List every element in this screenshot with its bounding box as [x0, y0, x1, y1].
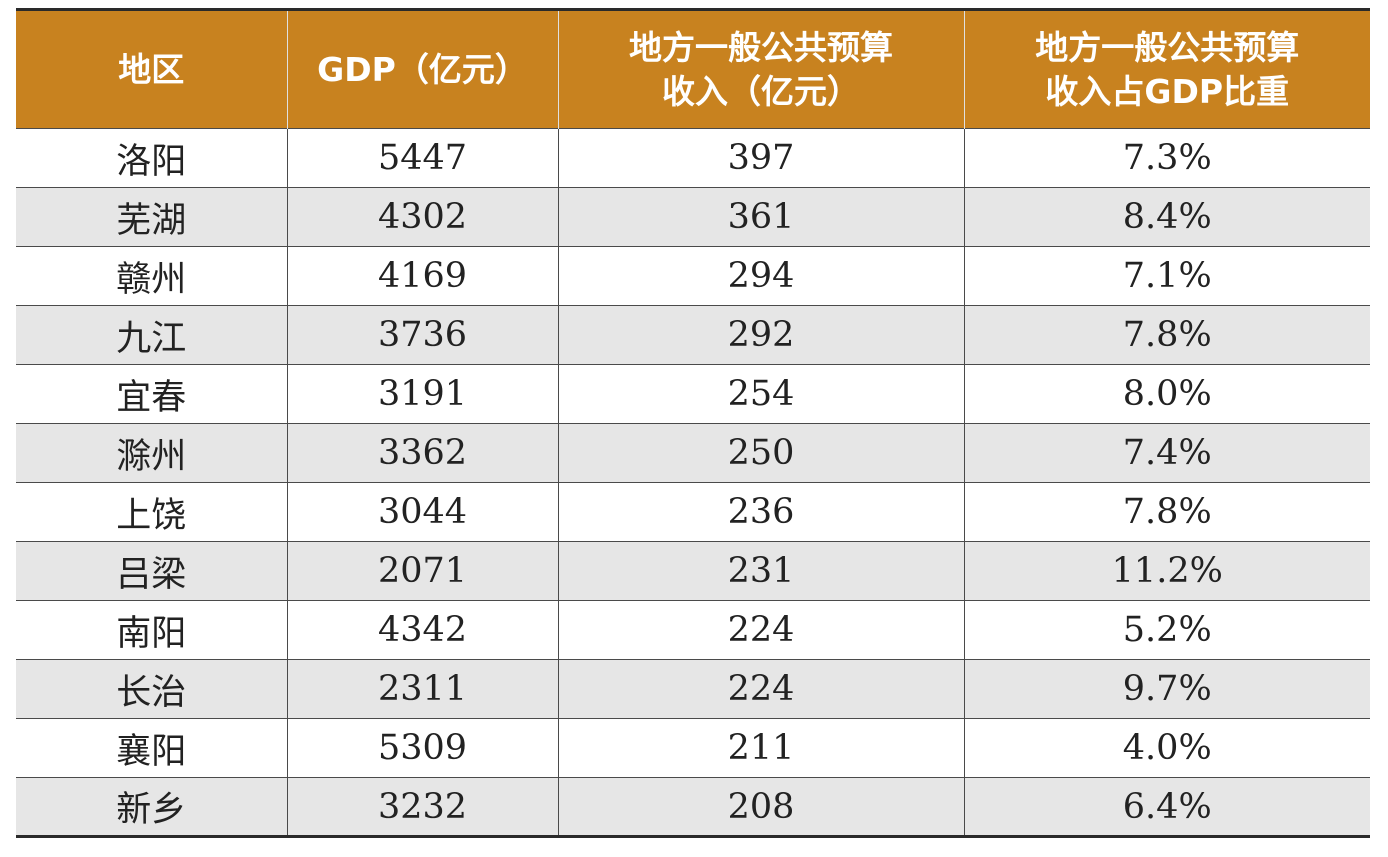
cell-budget-revenue: 361 — [557, 187, 964, 247]
cell-revenue-ratio: 7.8% — [963, 305, 1370, 365]
cell-budget-revenue: 231 — [557, 541, 964, 601]
cell-region: 洛阳 — [16, 128, 287, 188]
cell-gdp: 4169 — [286, 246, 558, 306]
table-row: 赣州 4169 294 7.1% — [16, 246, 1370, 306]
table-row: 宜春 3191 254 8.0% — [16, 364, 1370, 424]
cell-gdp: 5309 — [286, 718, 558, 778]
header-text-line: 收入（亿元） — [662, 71, 860, 111]
header-revenue-ratio: 地方一般公共预算 收入占GDP比重 — [963, 8, 1370, 129]
cell-budget-revenue: 397 — [557, 128, 964, 188]
cell-gdp: 2311 — [286, 659, 558, 719]
table-row: 新乡 3232 208 6.4% — [16, 777, 1370, 838]
cell-gdp: 3191 — [286, 364, 558, 424]
cell-revenue-ratio: 7.3% — [963, 128, 1370, 188]
cell-revenue-ratio: 8.4% — [963, 187, 1370, 247]
cell-gdp: 3736 — [286, 305, 558, 365]
cell-budget-revenue: 236 — [557, 482, 964, 542]
cell-region: 上饶 — [16, 482, 287, 542]
table-header: 地区 GDP（亿元） 地方一般公共预算 收入（亿元） 地方一般公共预算 收入占GDP比重 — [16, 8, 1370, 129]
cell-region: 襄阳 — [16, 718, 287, 778]
header-text-line: 地方一般公共预算 — [629, 27, 893, 67]
header-region: 地区 — [16, 8, 287, 129]
cell-revenue-ratio: 6.4% — [963, 777, 1370, 838]
cell-gdp: 3232 — [286, 777, 558, 838]
cell-region: 新乡 — [16, 777, 287, 838]
cell-budget-revenue: 211 — [557, 718, 964, 778]
cell-budget-revenue: 250 — [557, 423, 964, 483]
header-gdp: GDP（亿元） — [286, 8, 558, 129]
cell-revenue-ratio: 4.0% — [963, 718, 1370, 778]
header-text-line: 收入占GDP比重 — [1045, 71, 1290, 111]
cell-revenue-ratio: 11.2% — [963, 541, 1370, 601]
cell-region: 吕梁 — [16, 541, 287, 601]
header-row: 地区 GDP（亿元） 地方一般公共预算 收入（亿元） 地方一般公共预算 收入占GDP比重 — [16, 8, 1370, 129]
cell-gdp: 2071 — [286, 541, 558, 601]
cell-region: 长治 — [16, 659, 287, 719]
table-row: 襄阳 5309 211 4.0% — [16, 718, 1370, 778]
table-row: 南阳 4342 224 5.2% — [16, 600, 1370, 660]
cell-region: 宜春 — [16, 364, 287, 424]
cell-budget-revenue: 208 — [557, 777, 964, 838]
cell-gdp: 4302 — [286, 187, 558, 247]
header-text-line: GDP（亿元） — [317, 49, 528, 89]
table-row: 芜湖 4302 361 8.4% — [16, 187, 1370, 247]
table-row: 九江 3736 292 7.8% — [16, 305, 1370, 365]
table-row: 长治 2311 224 9.7% — [16, 659, 1370, 719]
cell-budget-revenue: 224 — [557, 600, 964, 660]
cell-region: 南阳 — [16, 600, 287, 660]
cell-region: 赣州 — [16, 246, 287, 306]
cell-budget-revenue: 254 — [557, 364, 964, 424]
cell-budget-revenue: 294 — [557, 246, 964, 306]
cell-gdp: 4342 — [286, 600, 558, 660]
table-row: 洛阳 5447 397 7.3% — [16, 128, 1370, 188]
cell-revenue-ratio: 9.7% — [963, 659, 1370, 719]
header-budget-revenue: 地方一般公共预算 收入（亿元） — [557, 8, 964, 129]
cell-gdp: 3362 — [286, 423, 558, 483]
cell-gdp: 3044 — [286, 482, 558, 542]
cell-revenue-ratio: 5.2% — [963, 600, 1370, 660]
cell-budget-revenue: 292 — [557, 305, 964, 365]
cell-gdp: 5447 — [286, 128, 558, 188]
header-text-line: 地区 — [118, 49, 185, 89]
cell-region: 滁州 — [16, 423, 287, 483]
table-body: 洛阳 5447 397 7.3% 芜湖 4302 361 8.4% 赣州 4169 294 7.1% 九… — [16, 128, 1370, 838]
header-text-line: 地方一般公共预算 — [1035, 27, 1300, 67]
cell-revenue-ratio: 7.1% — [963, 246, 1370, 306]
table-row: 滁州 3362 250 7.4% — [16, 423, 1370, 483]
cell-revenue-ratio: 7.8% — [963, 482, 1370, 542]
cell-revenue-ratio: 7.4% — [963, 423, 1370, 483]
cell-region: 九江 — [16, 305, 287, 365]
cell-budget-revenue: 224 — [557, 659, 964, 719]
table-row: 吕梁 2071 231 11.2% — [16, 541, 1370, 601]
cell-region: 芜湖 — [16, 187, 287, 247]
data-table-container: 地区 GDP（亿元） 地方一般公共预算 收入（亿元） 地方一般公共预算 收入占GDP比重 … — [16, 8, 1370, 838]
gdp-revenue-table: 地区 GDP（亿元） 地方一般公共预算 收入（亿元） 地方一般公共预算 收入占GDP比重 … — [16, 8, 1370, 838]
cell-revenue-ratio: 8.0% — [963, 364, 1370, 424]
table-row: 上饶 3044 236 7.8% — [16, 482, 1370, 542]
